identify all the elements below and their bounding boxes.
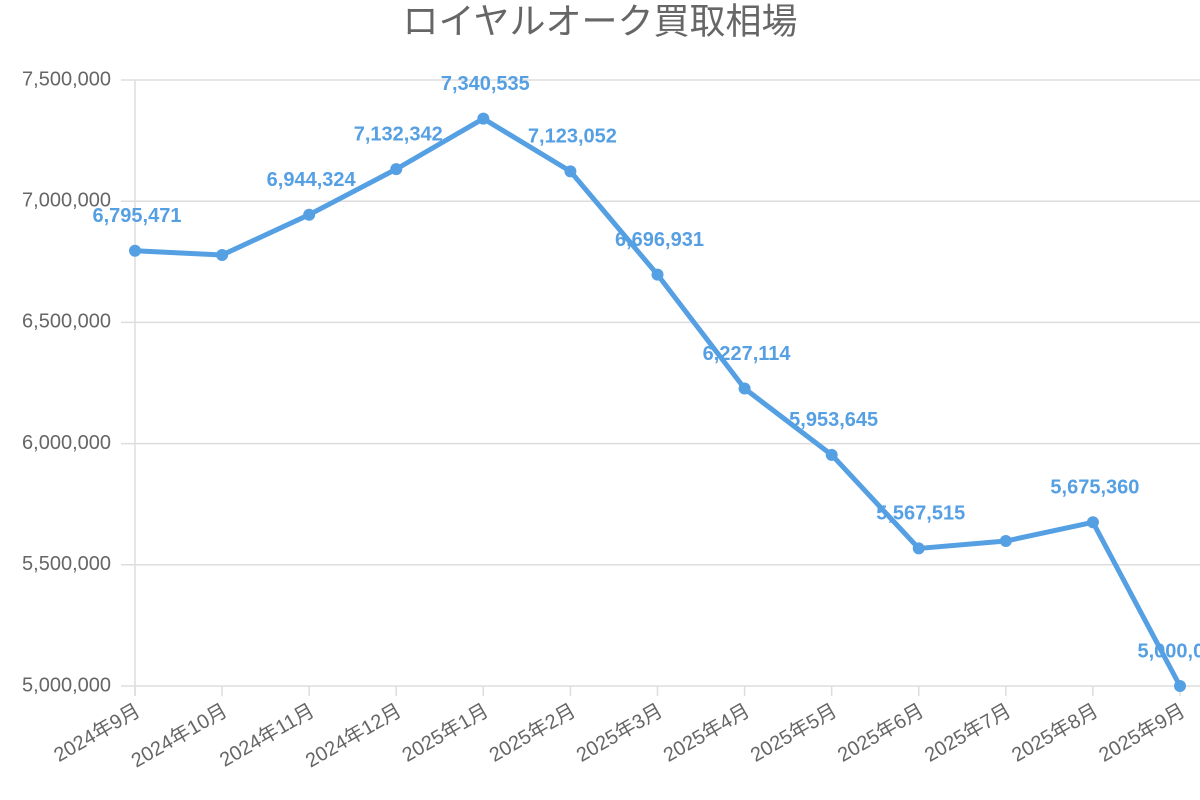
point xyxy=(564,165,577,178)
data-label: 6,795,471 xyxy=(93,205,182,227)
x-tick-label: 2024年10月 xyxy=(127,699,231,772)
data-label: 7,340,535 xyxy=(441,73,530,95)
x-tick-label: 2025年2月 xyxy=(485,699,579,767)
point xyxy=(912,542,925,555)
data-label: 6,696,931 xyxy=(615,229,704,251)
point xyxy=(999,535,1012,548)
data-label: 7,123,052 xyxy=(528,126,617,148)
point xyxy=(738,382,751,395)
x-tick-label: 2025年8月 xyxy=(1008,699,1102,767)
line xyxy=(134,116,1183,688)
x-tick-label: 2024年11月 xyxy=(216,699,319,772)
y-tick-label: 5,000,000 xyxy=(22,674,111,696)
point xyxy=(216,249,229,262)
data-label: 5,000,000 xyxy=(1138,640,1200,662)
x-tick-label: 2025年1月 xyxy=(398,699,492,767)
point xyxy=(303,208,316,221)
chart-title: ロイヤルオーク買取相場 xyxy=(403,1,798,42)
point xyxy=(1174,680,1186,692)
data-label: 5,953,645 xyxy=(789,409,878,431)
data-label: 6,227,114 xyxy=(703,343,792,365)
point xyxy=(129,244,141,257)
point xyxy=(651,268,664,281)
point xyxy=(477,112,490,125)
data-label: 7,132,342 xyxy=(354,123,443,145)
y-tick-label: 5,500,000 xyxy=(22,553,111,575)
data-label: 5,567,515 xyxy=(876,503,965,525)
x-tick-label: 2025年3月 xyxy=(572,699,666,767)
x-tick-label: 2025年9月 xyxy=(1095,699,1189,767)
data-label: 5,675,360 xyxy=(1050,477,1139,499)
x-tick-label: 2025年6月 xyxy=(834,699,928,767)
x-tick-label: 2025年4月 xyxy=(659,699,753,767)
x-tick-label: 2025年7月 xyxy=(921,699,1015,767)
point xyxy=(825,448,838,461)
x-tick-label: 2024年12月 xyxy=(301,699,405,772)
y-tick-label: 6,500,000 xyxy=(22,311,111,333)
point xyxy=(390,163,403,176)
y-tick-label: 7,500,000 xyxy=(22,68,111,90)
point xyxy=(1086,516,1099,529)
y-tick-label: 7,000,000 xyxy=(22,189,111,211)
x-tick-label: 2025年5月 xyxy=(746,699,840,767)
y-tick-label: 6,000,000 xyxy=(22,432,111,454)
data-label: 6,944,324 xyxy=(267,169,357,191)
